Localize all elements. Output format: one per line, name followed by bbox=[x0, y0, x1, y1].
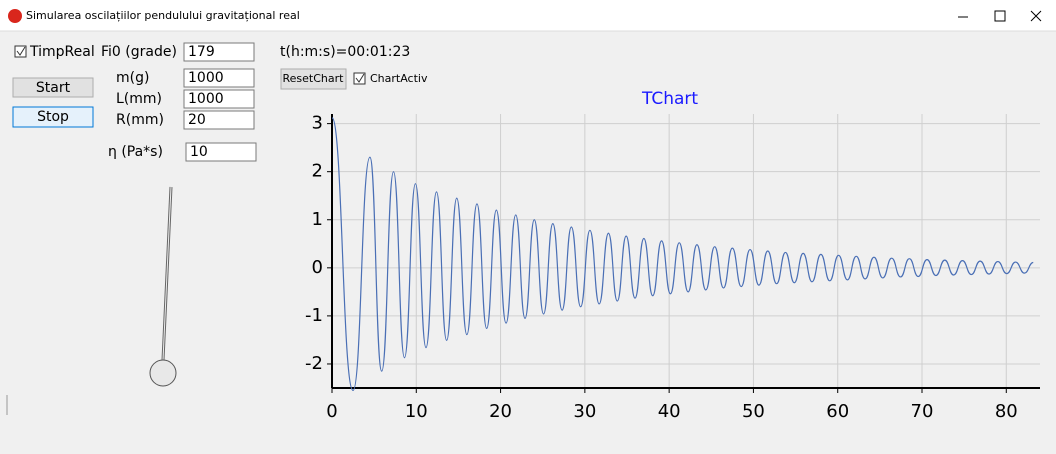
field-value: 20 bbox=[188, 112, 206, 128]
x-tick-label: 80 bbox=[995, 401, 1018, 422]
time-label: t(h:m:s)=00:01:23 bbox=[280, 44, 410, 60]
y-tick-label: 3 bbox=[312, 113, 323, 134]
field-value: 10 bbox=[190, 144, 208, 160]
field-input[interactable] bbox=[183, 68, 255, 88]
stop-label: Stop bbox=[37, 109, 69, 125]
field-input[interactable] bbox=[183, 42, 255, 62]
y-tick-label: 0 bbox=[312, 257, 323, 278]
app-icon bbox=[8, 9, 22, 23]
field-value: 1000 bbox=[188, 70, 224, 86]
field-label: Fi0 (grade) bbox=[101, 44, 177, 60]
series-line bbox=[331, 117, 1034, 392]
pendulum-rod-highlight bbox=[162, 186, 172, 361]
field-label: m(g) bbox=[116, 70, 149, 86]
title-bar bbox=[0, 0, 1056, 31]
y-tick-label: 1 bbox=[312, 209, 323, 230]
timpreal-label: TimpReal bbox=[29, 44, 95, 60]
field-label: η (Pa*s) bbox=[108, 144, 163, 160]
y-tick-label: -2 bbox=[305, 353, 323, 374]
close-button[interactable] bbox=[1030, 10, 1042, 22]
chartactiv-label: ChartActiv bbox=[370, 72, 428, 85]
x-tick-label: 40 bbox=[658, 401, 681, 422]
field-input[interactable] bbox=[185, 142, 257, 162]
start-button[interactable] bbox=[12, 77, 94, 98]
check-mark bbox=[355, 73, 365, 83]
x-tick-label: 70 bbox=[911, 401, 934, 422]
chart-title: TChart bbox=[641, 89, 698, 109]
y-tick-label: -1 bbox=[305, 305, 323, 326]
stop-button[interactable] bbox=[12, 106, 94, 128]
chartactiv-checkbox[interactable] bbox=[353, 72, 366, 85]
x-tick-label: 60 bbox=[826, 401, 849, 422]
x-tick-label: 30 bbox=[573, 401, 596, 422]
x-tick-label: 50 bbox=[742, 401, 765, 422]
start-label: Start bbox=[36, 80, 71, 96]
y-tick-label: 2 bbox=[312, 161, 323, 182]
field-input[interactable] bbox=[183, 89, 255, 109]
x-tick-label: 10 bbox=[405, 401, 428, 422]
field-value: 1000 bbox=[188, 91, 224, 107]
x-tick-label: 0 bbox=[326, 401, 337, 422]
check-mark bbox=[16, 46, 26, 56]
x-tick-label: 20 bbox=[489, 401, 512, 422]
field-label: L(mm) bbox=[116, 91, 162, 107]
pendulum-bob bbox=[149, 359, 177, 387]
reset-chart-button[interactable] bbox=[280, 68, 347, 90]
field-input[interactable] bbox=[183, 110, 255, 130]
window-title: Simularea oscilațiilor pendulului gravit… bbox=[26, 9, 300, 22]
reset-chart-label: ResetChart bbox=[283, 72, 345, 85]
maximize-button[interactable] bbox=[994, 10, 1006, 22]
field-value: 179 bbox=[188, 44, 215, 60]
field-label: R(mm) bbox=[116, 112, 164, 128]
timpreal-checkbox[interactable] bbox=[14, 45, 27, 58]
